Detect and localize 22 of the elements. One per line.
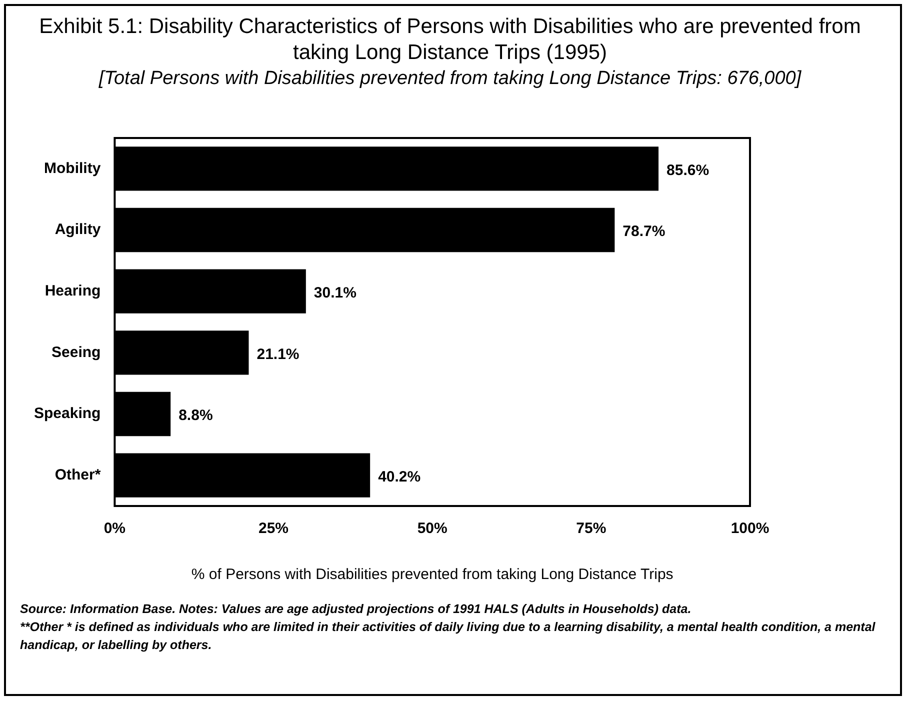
data-label: 78.7%	[622, 223, 666, 240]
data-label: 21.1%	[256, 346, 300, 363]
y-tick-label: Mobility	[44, 160, 102, 177]
chart-subtitle: [Total Persons with Disabilities prevented from taking Long Distance Trips: 676,000]	[98, 68, 802, 90]
data-label: 85.6%	[666, 162, 710, 179]
data-label: 30.1%	[314, 284, 356, 302]
y-tick-label: Seeing	[52, 344, 101, 361]
x-tick-label: 75%	[576, 520, 606, 538]
x-tick-label: 0%	[104, 520, 126, 538]
y-tick-label: Hearing	[44, 282, 101, 300]
y-tick-label: Other*	[54, 466, 101, 484]
y-tick-label: Agility	[54, 221, 102, 238]
data-label: 8.8%	[178, 407, 213, 424]
chart-title: Exhibit 5.1: Disability Characteristics of Persons with Disabilities who are prevented from taking Long Distance Trips (1995)	[38, 14, 862, 66]
x-tick-label: 50%	[417, 520, 448, 538]
x-tick-label: 25%	[258, 520, 289, 538]
x-tick-label: 100%	[730, 520, 770, 538]
source-note: Source: Information Base. Notes: Values are age adjusted projections of 1991 HALS (Adults in Households) data.	[20, 601, 692, 618]
x-axis-title: % of Persons with Disabilities prevented from taking Long Distance Trips	[191, 566, 674, 584]
data-label: 40.2%	[378, 468, 421, 486]
text: **Other * is defined as individuals who are limited in their activities of daily living due to a learning disability, a mental health condition, a mental handicap, or labelling by others.	[20, 619, 876, 654]
y-tick-label: Speaking	[34, 405, 101, 422]
